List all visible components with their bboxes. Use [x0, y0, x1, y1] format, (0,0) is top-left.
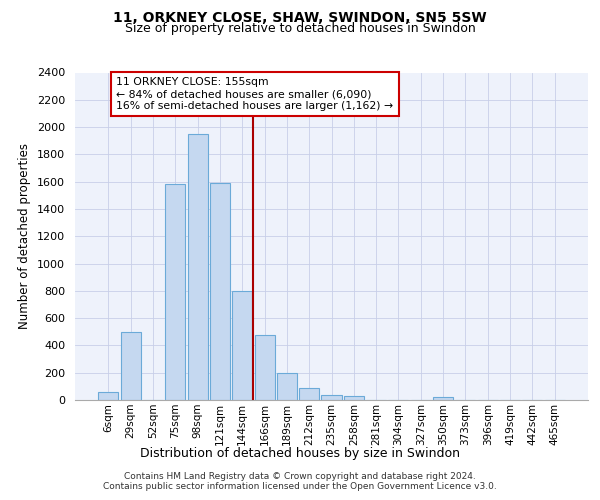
Y-axis label: Number of detached properties: Number of detached properties — [19, 143, 31, 329]
Bar — [322, 395, 341, 400]
Bar — [254, 334, 275, 400]
Text: Contains public sector information licensed under the Open Government Licence v3: Contains public sector information licen… — [103, 482, 497, 491]
Bar — [344, 396, 364, 400]
Bar — [165, 184, 185, 400]
Text: Size of property relative to detached houses in Swindon: Size of property relative to detached ho… — [125, 22, 475, 35]
Bar — [210, 183, 230, 400]
Text: Distribution of detached houses by size in Swindon: Distribution of detached houses by size … — [140, 448, 460, 460]
Bar — [232, 291, 252, 400]
Bar — [433, 396, 453, 400]
Bar — [277, 374, 297, 400]
Text: 11, ORKNEY CLOSE, SHAW, SWINDON, SN5 5SW: 11, ORKNEY CLOSE, SHAW, SWINDON, SN5 5SW — [113, 11, 487, 25]
Bar — [98, 392, 118, 400]
Bar — [299, 388, 319, 400]
Text: Contains HM Land Registry data © Crown copyright and database right 2024.: Contains HM Land Registry data © Crown c… — [124, 472, 476, 481]
Bar — [121, 332, 141, 400]
Bar — [188, 134, 208, 400]
Text: 11 ORKNEY CLOSE: 155sqm
← 84% of detached houses are smaller (6,090)
16% of semi: 11 ORKNEY CLOSE: 155sqm ← 84% of detache… — [116, 78, 393, 110]
